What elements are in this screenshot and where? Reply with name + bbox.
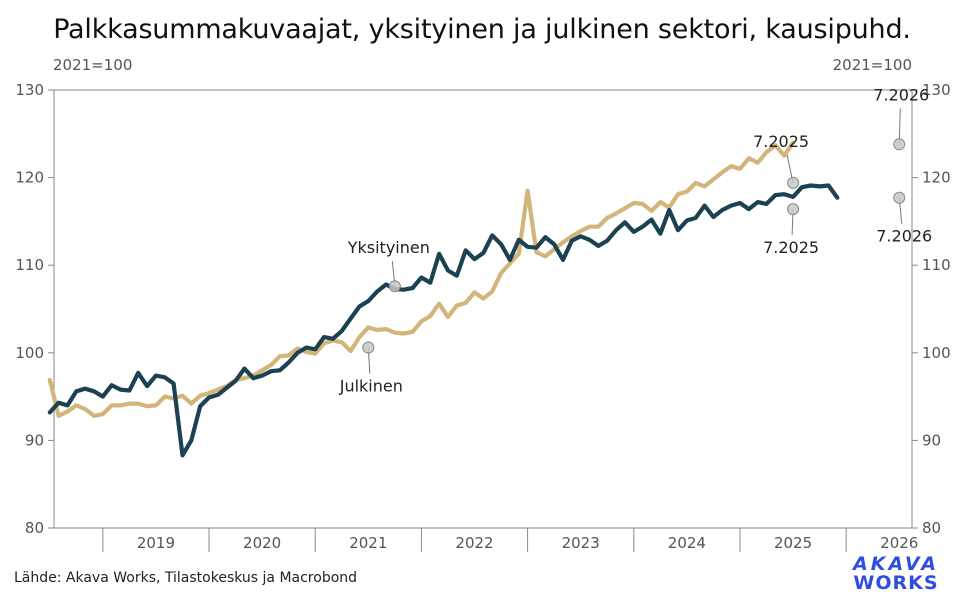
- annotations: Yksityinen Julkinen 7.2025 7.2026 7.2025 7.20…: [339, 85, 933, 395]
- y-tick-label-left: 110: [15, 256, 44, 274]
- logo-line-1: AKAVA: [853, 553, 939, 575]
- y-tick-label-right: 90: [922, 431, 941, 449]
- y-tick-label-left: 130: [15, 81, 44, 99]
- y-tick-label-left: 90: [25, 431, 44, 449]
- x-tick-label: 2024: [668, 534, 706, 552]
- y-tick-label-left: 80: [25, 519, 44, 537]
- x-tick-label: 2023: [562, 534, 600, 552]
- annotation-label: 7.2026: [876, 227, 932, 246]
- y-tick-label-right: 120: [922, 169, 951, 187]
- x-tick-label: 2025: [774, 534, 812, 552]
- annotation-label: 7.2026: [873, 85, 929, 104]
- chart-title: Palkkasummakuvaajat, yksityinen ja julki…: [53, 14, 911, 45]
- y-unit-left: 2021=100: [53, 56, 133, 74]
- y-tick-label-right: 130: [922, 81, 951, 99]
- annotation-leader: [898, 108, 901, 145]
- annotation-label: Yksityinen: [347, 238, 430, 257]
- y-tick-label-right: 110: [922, 256, 951, 274]
- annotation-marker: [787, 176, 800, 189]
- y-tick-label-right: 100: [922, 344, 951, 362]
- plot-frame: [53, 89, 913, 529]
- annotation-label: 7.2025: [763, 238, 819, 257]
- x-tick-label: 2021: [349, 534, 387, 552]
- x-tick-label: 2022: [455, 534, 493, 552]
- y-tick-label-left: 100: [15, 344, 44, 362]
- x-tick-label: 2019: [137, 534, 175, 552]
- x-tick-label: 2026: [880, 534, 918, 552]
- annotation-marker: [362, 341, 375, 354]
- series-lines: [47, 140, 840, 458]
- annotation-label: Julkinen: [339, 377, 403, 396]
- series-line-yksityinen: [47, 183, 840, 458]
- y-unit-right: 2021=100: [832, 56, 912, 74]
- axes: 80 80 90 90 100 100 110 110 120 120 130 130 2019 2020…: [15, 81, 951, 552]
- y-tick-label-left: 120: [15, 169, 44, 187]
- x-tick-label: 2020: [243, 534, 281, 552]
- source-note: Lähde: Akava Works, Tilastokeskus ja Mac…: [14, 570, 358, 586]
- annotation-marker: [787, 203, 800, 216]
- annotation-label: 7.2025: [753, 132, 809, 151]
- annotation-marker: [893, 138, 906, 151]
- annotation-marker: [388, 280, 401, 293]
- y-tick-label-right: 80: [922, 519, 941, 537]
- akava-works-logo: AKAVA WORKS: [841, 555, 951, 593]
- annotation-marker: [893, 191, 906, 204]
- logo-line-2: WORKS: [853, 572, 939, 594]
